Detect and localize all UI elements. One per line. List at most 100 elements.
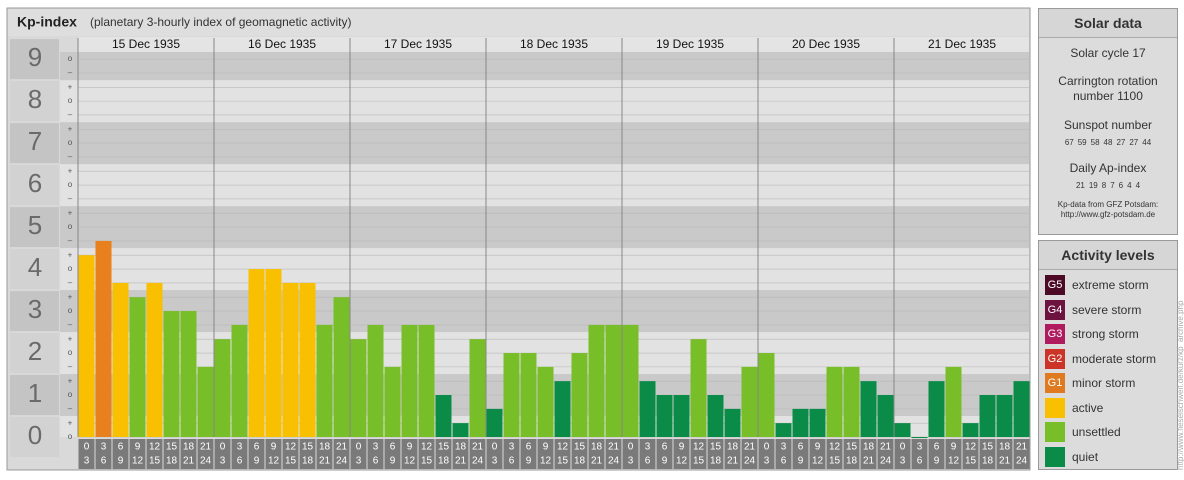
- legend-label: strong storm: [1072, 327, 1139, 342]
- hour-from: 21: [1016, 442, 1028, 453]
- legend-swatch: G4: [1045, 299, 1065, 320]
- hour-box: [826, 439, 843, 469]
- hour-from: 0: [220, 442, 226, 453]
- bar: [707, 395, 724, 437]
- hour-from: 6: [798, 442, 804, 453]
- bar: [894, 423, 911, 437]
- activity-panel: Activity levels G5 extreme storm G4 severe …: [1038, 240, 1178, 470]
- hour-box: [316, 439, 333, 469]
- minor-tick-label: –: [68, 362, 73, 371]
- legend-swatch: G1: [1045, 373, 1065, 394]
- bar: [248, 269, 265, 437]
- day-label: 15 Dec 1935: [112, 37, 180, 51]
- hour-to: 21: [727, 456, 739, 467]
- hour-to: 12: [948, 456, 960, 467]
- sunspot-number: 48: [1103, 138, 1113, 147]
- legend-item: G1 minor storm: [1039, 371, 1177, 396]
- minor-tick-label: +: [68, 208, 73, 217]
- y-tick-label: 5: [28, 210, 42, 240]
- hour-to: 3: [764, 456, 770, 467]
- ap-title: Daily Ap-index: [1069, 161, 1147, 175]
- bar: [486, 408, 503, 437]
- bar: [333, 297, 350, 437]
- hour-from: 12: [557, 442, 569, 453]
- chart-subtitle: (planetary 3-hourly index of geomagnetic…: [90, 15, 351, 29]
- hour-box: [401, 439, 418, 469]
- hour-from: 9: [679, 442, 685, 453]
- hour-from: 9: [543, 442, 549, 453]
- hour-box: [95, 439, 112, 469]
- hour-box: [367, 439, 384, 469]
- bar: [639, 381, 656, 437]
- hour-to: 3: [84, 456, 90, 467]
- bar: [843, 366, 860, 437]
- hour-from: 3: [917, 442, 923, 453]
- hour-to: 12: [268, 456, 280, 467]
- minor-tick-label: –: [68, 404, 73, 413]
- hour-to: 12: [404, 456, 416, 467]
- hour-box: [180, 439, 197, 469]
- minor-tick-label: –: [68, 278, 73, 287]
- minor-tick-label: –: [68, 110, 73, 119]
- y-tick-label: 1: [28, 378, 42, 408]
- hour-to: 24: [1016, 456, 1028, 467]
- hour-box: [809, 439, 826, 469]
- hour-from: 15: [710, 442, 722, 453]
- y-tick-label: 0: [28, 420, 42, 450]
- levels-list: G5 extreme storm G4 severe storm G3 strong st…: [1039, 270, 1177, 469]
- bar: [775, 423, 792, 437]
- hour-from: 18: [863, 442, 875, 453]
- y-label-box: [10, 39, 59, 80]
- bar: [877, 395, 894, 437]
- source: Kp-data from GFZ Potsdam: http://www.gfz-…: [1039, 200, 1177, 220]
- legend-label: extreme storm: [1072, 278, 1149, 293]
- hour-box: [299, 439, 316, 469]
- bar: [554, 381, 571, 437]
- hour-to: 15: [693, 456, 705, 467]
- bar: [690, 339, 707, 437]
- bar: [180, 311, 197, 437]
- hour-from: 21: [744, 442, 756, 453]
- hour-to: 12: [540, 456, 552, 467]
- minor-tick-label: +: [68, 376, 73, 385]
- hour-box: [333, 439, 350, 469]
- ap-value: 4: [1127, 181, 1132, 190]
- y-tick-label: 6: [28, 168, 42, 198]
- minor-tick-label: –: [68, 194, 73, 203]
- y-tick-label: 7: [28, 126, 42, 156]
- minor-tick-label: o: [68, 222, 73, 231]
- bar: [979, 395, 996, 437]
- minor-tick-label: o: [68, 306, 73, 315]
- ap-value: 7: [1110, 181, 1115, 190]
- hour-from: 15: [302, 442, 314, 453]
- y-label-box: [10, 81, 59, 122]
- hour-box: [282, 439, 299, 469]
- hour-from: 15: [982, 442, 994, 453]
- hour-from: 6: [934, 442, 940, 453]
- hour-box: [622, 439, 639, 469]
- hour-from: 3: [509, 442, 515, 453]
- day-header: [78, 37, 1029, 52]
- bar: [809, 408, 826, 437]
- solar-data-panel: Solar data Solar cycle 17 Carrington rot…: [1038, 8, 1178, 235]
- hour-box: [418, 439, 435, 469]
- minor-tick-label: –: [68, 320, 73, 329]
- hour-to: 12: [812, 456, 824, 467]
- bar: [537, 366, 554, 437]
- hour-from: 21: [880, 442, 892, 453]
- hour-box: [605, 439, 622, 469]
- hour-to: 3: [220, 456, 226, 467]
- hour-box: [469, 439, 486, 469]
- hour-to: 18: [574, 456, 586, 467]
- hour-from: 18: [319, 442, 331, 453]
- minor-tick-label: o: [68, 54, 73, 63]
- legend-swatch: [1045, 446, 1065, 467]
- panel-title: Solar data: [1039, 9, 1177, 38]
- legend-label: moderate storm: [1072, 351, 1157, 366]
- bar: [231, 324, 248, 437]
- hour-from: 21: [472, 442, 484, 453]
- hour-to: 15: [285, 456, 297, 467]
- sunspot-number: 59: [1077, 138, 1087, 147]
